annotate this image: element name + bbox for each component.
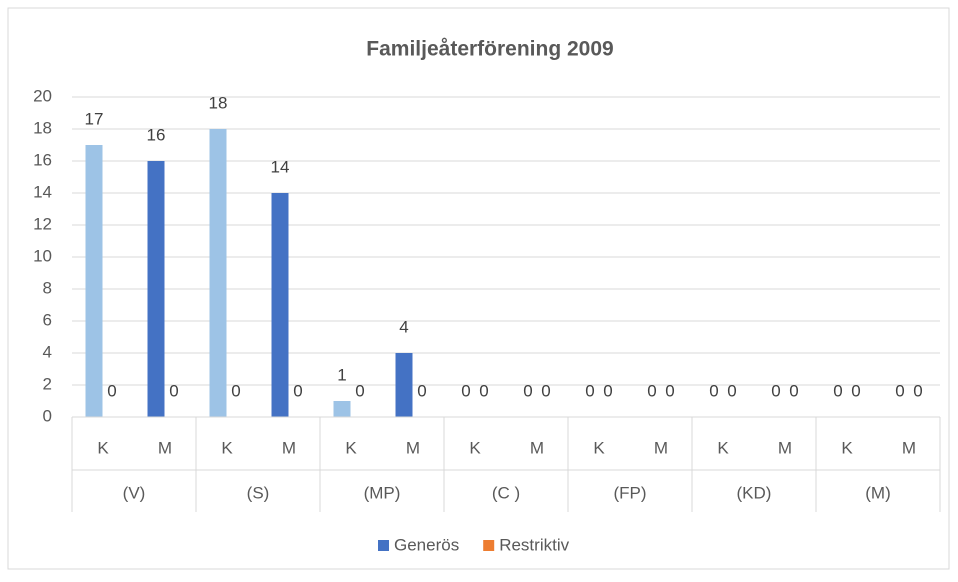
value-label: 18 bbox=[209, 93, 228, 112]
x-tick-label: M bbox=[282, 438, 296, 457]
x-tick-label: K bbox=[717, 438, 729, 457]
x-tick-label: K bbox=[345, 438, 357, 457]
y-tick-label: 14 bbox=[33, 182, 52, 201]
value-label: 0 bbox=[107, 381, 116, 400]
value-label: 0 bbox=[665, 381, 674, 400]
legend-label: Generös bbox=[394, 535, 459, 554]
y-tick-label: 4 bbox=[43, 342, 52, 361]
x-tick-label: M bbox=[530, 438, 544, 457]
x-tick-label: M bbox=[406, 438, 420, 457]
y-tick-label: 10 bbox=[33, 246, 52, 265]
x-tick-label: K bbox=[841, 438, 853, 457]
bar bbox=[271, 193, 289, 417]
x-tick-label: M bbox=[778, 438, 792, 457]
value-label: 0 bbox=[231, 381, 240, 400]
x-tick-label: M bbox=[902, 438, 916, 457]
y-tick-label: 16 bbox=[33, 150, 52, 169]
legend-label: Restriktiv bbox=[499, 535, 569, 554]
bar bbox=[85, 145, 103, 417]
value-label: 0 bbox=[789, 381, 798, 400]
y-tick-label: 12 bbox=[33, 214, 52, 233]
value-label: 0 bbox=[461, 381, 470, 400]
y-tick-label: 2 bbox=[43, 374, 52, 393]
y-tick-label: 18 bbox=[33, 118, 52, 137]
value-label: 4 bbox=[399, 317, 408, 336]
value-label: 0 bbox=[603, 381, 612, 400]
value-label: 0 bbox=[355, 381, 364, 400]
value-label: 0 bbox=[913, 381, 922, 400]
y-tick-label: 8 bbox=[43, 278, 52, 297]
value-label: 0 bbox=[479, 381, 488, 400]
value-label: 0 bbox=[585, 381, 594, 400]
group-label: (S) bbox=[247, 483, 270, 502]
value-label: 17 bbox=[85, 109, 104, 128]
value-label: 0 bbox=[541, 381, 550, 400]
value-label: 0 bbox=[833, 381, 842, 400]
value-label: 0 bbox=[727, 381, 736, 400]
x-tick-label: M bbox=[654, 438, 668, 457]
bar bbox=[147, 161, 165, 417]
legend-swatch bbox=[483, 540, 495, 551]
value-label: 0 bbox=[895, 381, 904, 400]
group-label: (C ) bbox=[492, 483, 520, 502]
value-label: 0 bbox=[647, 381, 656, 400]
group-label: (M) bbox=[865, 483, 890, 502]
x-tick-label: K bbox=[469, 438, 481, 457]
x-tick-label: K bbox=[593, 438, 605, 457]
value-label: 1 bbox=[337, 365, 346, 384]
bar bbox=[333, 401, 351, 417]
value-label: 0 bbox=[771, 381, 780, 400]
group-label: (MP) bbox=[364, 483, 401, 502]
value-label: 0 bbox=[169, 381, 178, 400]
value-label: 0 bbox=[851, 381, 860, 400]
y-tick-label: 20 bbox=[33, 86, 52, 105]
y-tick-label: 0 bbox=[43, 406, 52, 425]
legend-swatch bbox=[378, 540, 389, 551]
group-label: (V) bbox=[123, 483, 146, 502]
value-label: 0 bbox=[709, 381, 718, 400]
value-label: 16 bbox=[147, 125, 166, 144]
bar bbox=[209, 129, 227, 417]
x-tick-label: K bbox=[221, 438, 233, 457]
group-label: (KD) bbox=[737, 483, 772, 502]
value-label: 0 bbox=[293, 381, 302, 400]
chart-title: Familjeåterförening 2009 bbox=[366, 38, 613, 61]
x-tick-label: M bbox=[158, 438, 172, 457]
bar bbox=[395, 353, 413, 417]
group-label: (FP) bbox=[613, 483, 646, 502]
x-tick-label: K bbox=[97, 438, 109, 457]
value-label: 0 bbox=[523, 381, 532, 400]
value-label: 0 bbox=[417, 381, 426, 400]
value-label: 14 bbox=[271, 157, 290, 176]
y-tick-label: 6 bbox=[43, 310, 52, 329]
